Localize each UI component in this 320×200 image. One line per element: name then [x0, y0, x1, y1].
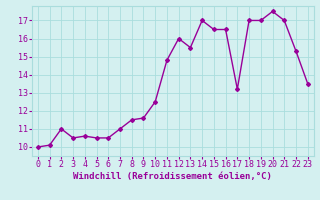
X-axis label: Windchill (Refroidissement éolien,°C): Windchill (Refroidissement éolien,°C)	[73, 172, 272, 181]
